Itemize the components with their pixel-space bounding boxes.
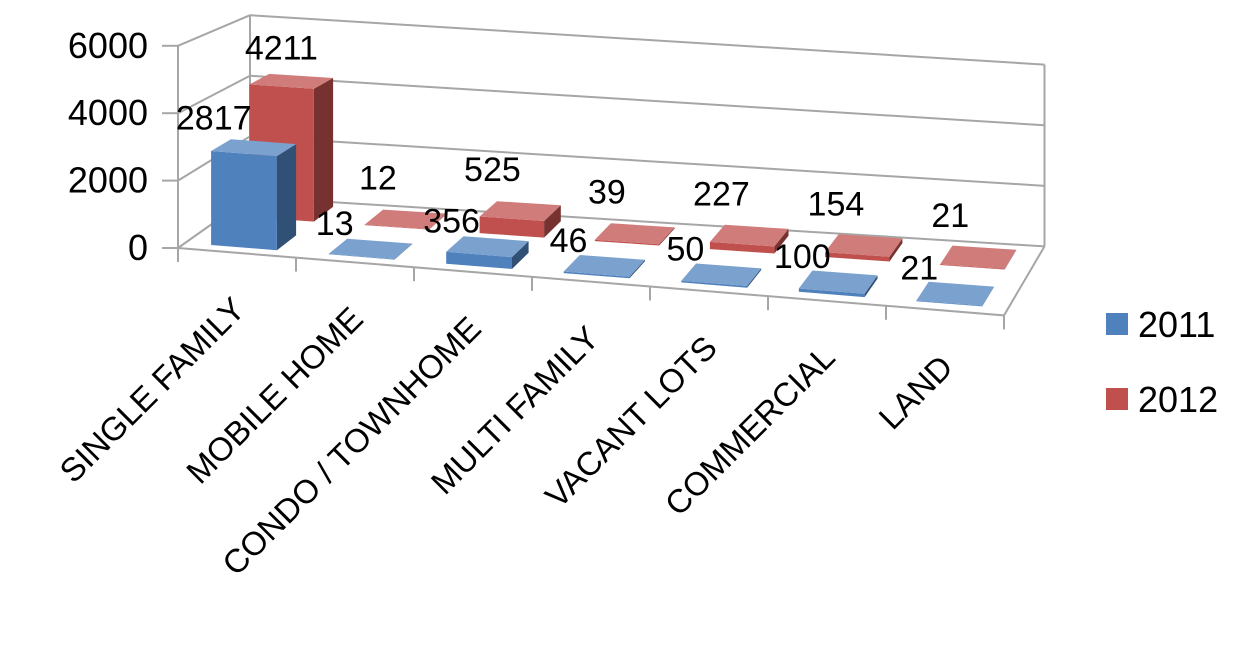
bar-front (446, 251, 512, 269)
bar-top (446, 236, 529, 258)
data-labels: 4211 12 525 39 227 154 21 2817 13 356 46 50 100 21 (176, 29, 969, 287)
bar-top (211, 139, 297, 157)
bar-side (889, 238, 903, 262)
bar-front (940, 264, 1005, 270)
bar-side (394, 243, 413, 260)
bar-front (594, 239, 660, 246)
legend-label: 2011 (1138, 304, 1215, 345)
bar-side (659, 227, 675, 246)
bar-side (982, 286, 994, 307)
bar-top (249, 73, 334, 89)
bar-side (1004, 249, 1017, 270)
legend-item-2012: 2012 (1106, 379, 1218, 420)
bar-side (429, 213, 447, 230)
bar-2012-3 (594, 223, 675, 246)
bar-top (681, 263, 762, 286)
data-label-2012-3: 39 (588, 174, 626, 212)
gridline-back-1 (249, 135, 1045, 187)
gridline-back-2 (249, 74, 1045, 127)
data-label-2012-0: 4211 (245, 29, 318, 67)
bar-front (563, 271, 630, 279)
bar-front (479, 216, 545, 238)
bar-side (512, 241, 529, 269)
bar-2011-5 (798, 270, 878, 298)
bar-side (629, 259, 645, 279)
bar-front (916, 300, 983, 307)
data-label-2011-6: 21 (900, 250, 938, 288)
legend-swatch (1106, 313, 1128, 335)
data-label-2011-1: 13 (316, 205, 354, 243)
bar-top (364, 209, 447, 230)
data-label-2011-0: 2817 (176, 100, 252, 138)
bar-top (916, 281, 994, 306)
legend-label: 2012 (1138, 379, 1218, 420)
bar-2012-1 (364, 209, 447, 230)
bar-side (864, 275, 878, 298)
bar-top (479, 201, 561, 221)
bar-front (364, 224, 429, 230)
y-tick-label: 2000 (68, 160, 148, 201)
legend-swatch (1106, 388, 1128, 410)
data-label-2012-2: 525 (464, 151, 521, 189)
legend-item-2011: 2011 (1106, 304, 1215, 345)
bar-2011-6 (916, 281, 994, 307)
bar-front (798, 288, 865, 298)
gridline-side-2 (177, 74, 251, 115)
data-label-2012-1: 12 (359, 159, 397, 197)
floor-edge (177, 245, 1046, 317)
chart-walls (162, 14, 1046, 330)
bar-side (774, 228, 789, 254)
bar-top (798, 270, 878, 294)
bar-2011-3 (563, 255, 645, 279)
gridline-side-3 (177, 14, 251, 47)
bar-top (328, 238, 413, 260)
data-label-2011-4: 50 (666, 231, 704, 269)
data-label-2011-2: 356 (423, 203, 480, 241)
bar-2011-2 (446, 236, 529, 269)
bar-top (825, 234, 903, 257)
bar-side (276, 144, 297, 251)
category-label: CONDO / TOWNHOME (215, 309, 488, 582)
bar-2011-0 (211, 139, 297, 251)
bar-2012-2 (479, 201, 561, 238)
y-tick-label: 4000 (68, 92, 148, 133)
bar-2012-6 (940, 245, 1017, 270)
bar-front (709, 241, 775, 254)
bar-2011-1 (328, 238, 413, 260)
bar-front (328, 253, 395, 260)
data-label-2012-5: 154 (808, 185, 865, 223)
series-2011 (211, 139, 994, 307)
bar-side (544, 205, 561, 238)
y-tick-label: 6000 (68, 25, 148, 66)
bar-2012-5 (825, 234, 903, 262)
bar-2011-4 (681, 263, 762, 288)
gridline-back-0 (249, 196, 1045, 248)
bar-front (681, 280, 748, 288)
category-label: LAND (871, 348, 959, 436)
bars (211, 73, 1017, 307)
bar-2012-4 (709, 224, 789, 254)
bar-top (709, 224, 789, 247)
data-label-2012-4: 227 (693, 176, 750, 214)
y-tick-label: 0 (128, 227, 148, 268)
data-label-2011-3: 46 (550, 222, 588, 260)
bar-front (211, 151, 277, 251)
bar-top (563, 255, 645, 277)
legend: 2011 2012 (1106, 304, 1218, 420)
bar-top (940, 245, 1017, 269)
bar-side (747, 268, 762, 288)
bar-side (313, 78, 334, 222)
bar-top (594, 223, 675, 245)
gridline-back-3 (249, 14, 1045, 66)
data-label-2012-6: 21 (931, 197, 969, 235)
data-label-2011-5: 100 (774, 238, 831, 276)
bar-front (825, 252, 890, 262)
y-axis-ticks: 0 2000 4000 6000 (68, 25, 148, 268)
